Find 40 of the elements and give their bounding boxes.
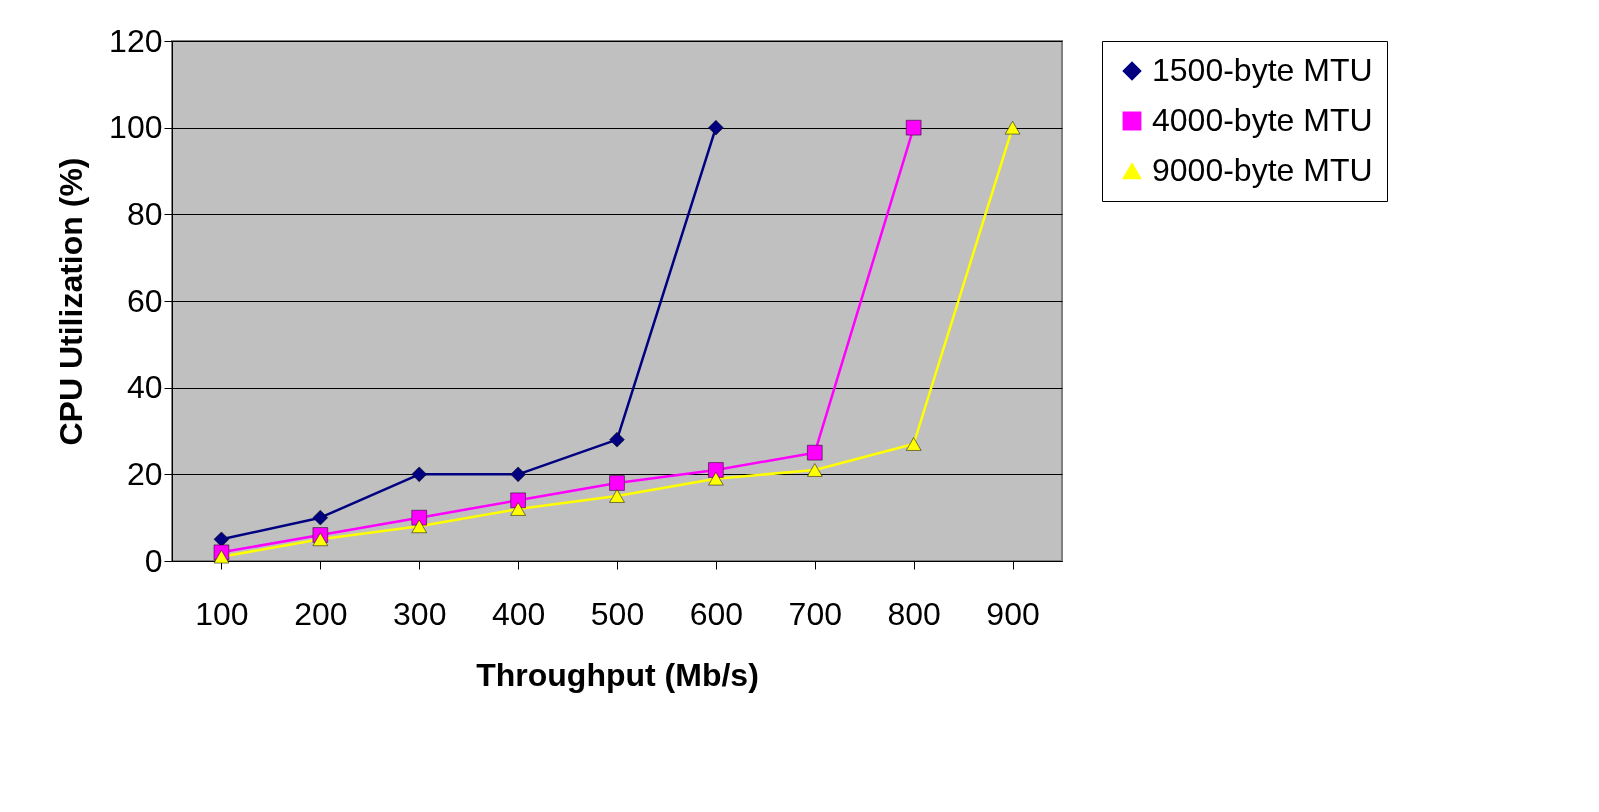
y-tick-label: 100 — [109, 109, 163, 146]
point — [609, 475, 625, 491]
point — [213, 531, 230, 547]
y-tick-label: 80 — [126, 195, 163, 232]
legend-label: 9000-byte MTU — [1152, 152, 1373, 188]
x-tick-label: 100 — [195, 595, 249, 632]
x-tick-label: 500 — [590, 595, 645, 632]
y-tick-label: 60 — [126, 282, 163, 319]
x-tick-label: 800 — [887, 595, 941, 632]
point — [1004, 120, 1021, 135]
point — [510, 466, 526, 482]
point — [609, 432, 625, 448]
point — [213, 549, 230, 564]
y-tick-label: 20 — [126, 455, 163, 492]
point — [708, 120, 724, 136]
point — [807, 463, 823, 477]
point — [807, 445, 823, 461]
point — [708, 471, 724, 486]
x-tick-label: 900 — [986, 595, 1040, 632]
x-tick-label: 600 — [689, 595, 744, 632]
y-tick-label: 120 — [109, 22, 163, 59]
x-tick-label: 400 — [491, 595, 546, 632]
point — [510, 502, 526, 516]
point — [708, 462, 724, 478]
legend-label: 4000-byte MTU — [1152, 102, 1373, 138]
y-tick-label: 0 — [144, 542, 163, 579]
y-tick-label: 40 — [126, 369, 163, 406]
y-axis-title: CPU Utilization (%) — [53, 157, 90, 446]
legend-label: 1500-byte MTU — [1152, 52, 1373, 88]
point — [906, 120, 922, 136]
point — [411, 466, 427, 482]
point — [609, 489, 625, 503]
point — [411, 519, 427, 534]
x-tick-label: 300 — [393, 595, 447, 632]
x-tick-label: 700 — [788, 595, 842, 632]
x-axis-title: Throughput (Mb/s) — [476, 656, 759, 693]
point — [312, 532, 328, 547]
point — [312, 510, 328, 526]
point — [906, 437, 922, 451]
x-tick-label: 200 — [294, 595, 348, 632]
